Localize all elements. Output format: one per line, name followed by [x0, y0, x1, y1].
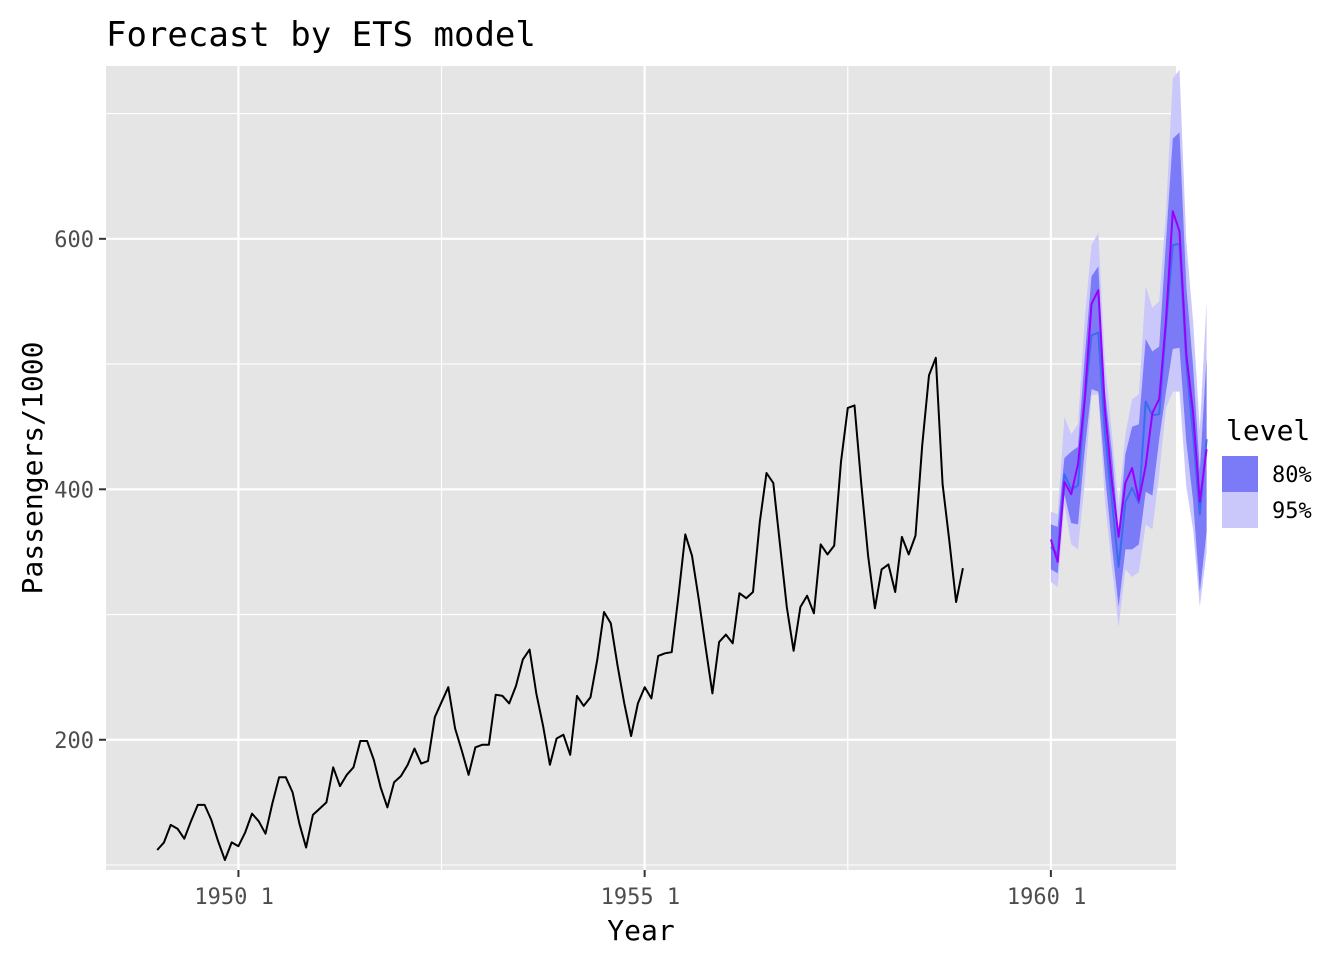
- series-lines: [156, 210, 1208, 861]
- x-tick-label: 1960 1: [1007, 885, 1086, 910]
- interval-95-band: [1050, 69, 1207, 628]
- line-actual: [1049, 210, 1208, 563]
- legend-label-95: 95%: [1272, 499, 1312, 524]
- y-axis-title: Passengers/1000: [16, 342, 49, 595]
- x-axis-title: Year: [607, 914, 674, 947]
- gridlines: [106, 66, 1176, 870]
- axis-ticks: 200 400 600 1950 1 1955 1 1960 1: [54, 228, 1086, 910]
- y-tick-label: 400: [54, 478, 94, 503]
- legend-key-95: [1222, 492, 1258, 528]
- legend-key-80: [1222, 456, 1258, 492]
- x-tick-label: 1950 1: [194, 885, 273, 910]
- band-95: [1050, 69, 1207, 628]
- plot-panel: [106, 66, 1176, 870]
- interval-80-band: [1050, 132, 1207, 607]
- legend: level 80% 95%: [1222, 414, 1312, 528]
- y-tick-label: 200: [54, 729, 94, 754]
- legend-title: level: [1226, 414, 1310, 447]
- line-history: [156, 356, 964, 861]
- x-tick-label: 1955 1: [601, 885, 680, 910]
- band-80: [1050, 132, 1207, 607]
- y-tick-label: 600: [54, 228, 94, 253]
- legend-label-80: 80%: [1272, 463, 1312, 488]
- chart-title: Forecast by ETS model: [106, 15, 536, 55]
